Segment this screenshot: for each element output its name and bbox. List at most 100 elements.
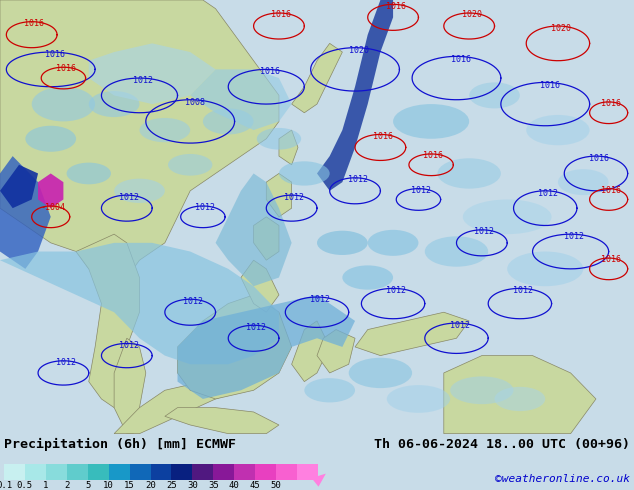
Text: 1016: 1016 bbox=[451, 55, 471, 64]
Text: 1016: 1016 bbox=[424, 151, 443, 160]
Bar bbox=[87, 464, 108, 480]
Text: 1016: 1016 bbox=[373, 132, 393, 141]
Text: 1008: 1008 bbox=[184, 98, 205, 107]
Text: 1012: 1012 bbox=[183, 296, 203, 306]
Ellipse shape bbox=[304, 378, 355, 402]
Text: 1016: 1016 bbox=[600, 255, 621, 264]
Polygon shape bbox=[0, 243, 279, 364]
Text: 1020: 1020 bbox=[551, 24, 571, 33]
Text: 1012: 1012 bbox=[386, 286, 406, 295]
Polygon shape bbox=[292, 321, 330, 382]
Bar bbox=[256, 464, 276, 480]
Text: ©weatheronline.co.uk: ©weatheronline.co.uk bbox=[495, 474, 630, 484]
Text: 45: 45 bbox=[250, 481, 261, 490]
Polygon shape bbox=[317, 0, 393, 191]
Polygon shape bbox=[216, 173, 292, 286]
Bar bbox=[213, 464, 235, 480]
Polygon shape bbox=[114, 373, 241, 434]
Ellipse shape bbox=[67, 163, 111, 184]
Text: 1012: 1012 bbox=[411, 186, 430, 195]
Ellipse shape bbox=[495, 387, 545, 411]
Polygon shape bbox=[38, 173, 63, 208]
Text: 35: 35 bbox=[208, 481, 219, 490]
Polygon shape bbox=[89, 44, 216, 104]
Ellipse shape bbox=[168, 154, 212, 175]
Text: 1016: 1016 bbox=[600, 186, 621, 195]
Polygon shape bbox=[190, 70, 292, 130]
Text: 1012: 1012 bbox=[513, 286, 533, 295]
Polygon shape bbox=[0, 0, 279, 286]
Bar bbox=[150, 464, 171, 480]
Text: 1012: 1012 bbox=[564, 232, 585, 241]
Bar bbox=[192, 464, 213, 480]
Text: 1016: 1016 bbox=[24, 19, 44, 28]
Polygon shape bbox=[292, 44, 342, 113]
Polygon shape bbox=[279, 130, 298, 165]
Ellipse shape bbox=[114, 179, 165, 203]
Ellipse shape bbox=[139, 118, 190, 142]
Polygon shape bbox=[0, 165, 38, 208]
Ellipse shape bbox=[393, 104, 469, 139]
Ellipse shape bbox=[526, 115, 590, 145]
Ellipse shape bbox=[368, 230, 418, 256]
Polygon shape bbox=[444, 356, 596, 434]
Polygon shape bbox=[254, 217, 279, 260]
Text: -1004: -1004 bbox=[40, 203, 65, 212]
Text: 1: 1 bbox=[43, 481, 49, 490]
Text: 5: 5 bbox=[85, 481, 91, 490]
Text: 1012: 1012 bbox=[246, 323, 266, 332]
Bar bbox=[46, 464, 67, 480]
Text: 15: 15 bbox=[124, 481, 135, 490]
Ellipse shape bbox=[342, 266, 393, 290]
Text: 1012: 1012 bbox=[195, 203, 215, 212]
Polygon shape bbox=[266, 173, 292, 217]
Text: 40: 40 bbox=[229, 481, 240, 490]
Polygon shape bbox=[317, 330, 355, 373]
Bar bbox=[108, 464, 129, 480]
Polygon shape bbox=[178, 295, 292, 399]
Ellipse shape bbox=[507, 251, 583, 286]
Text: 0.5: 0.5 bbox=[17, 481, 33, 490]
Ellipse shape bbox=[437, 158, 501, 189]
Ellipse shape bbox=[257, 128, 301, 149]
Text: 50: 50 bbox=[271, 481, 281, 490]
Text: 1012: 1012 bbox=[310, 295, 330, 304]
Ellipse shape bbox=[25, 126, 76, 152]
Ellipse shape bbox=[450, 376, 514, 404]
Text: 1016: 1016 bbox=[45, 50, 65, 59]
Text: 1012: 1012 bbox=[347, 175, 368, 184]
Ellipse shape bbox=[425, 236, 488, 267]
Bar bbox=[297, 464, 318, 480]
Text: 1012: 1012 bbox=[474, 227, 495, 236]
Text: 1016: 1016 bbox=[56, 64, 75, 74]
Ellipse shape bbox=[558, 169, 609, 195]
Text: 1012: 1012 bbox=[538, 189, 559, 198]
Ellipse shape bbox=[349, 358, 412, 388]
Polygon shape bbox=[76, 234, 139, 408]
Text: 10: 10 bbox=[103, 481, 114, 490]
Polygon shape bbox=[355, 312, 469, 356]
Polygon shape bbox=[178, 295, 355, 399]
Text: Th 06-06-2024 18..00 UTC (00+96): Th 06-06-2024 18..00 UTC (00+96) bbox=[374, 438, 630, 451]
Text: 0.1: 0.1 bbox=[0, 481, 12, 490]
Polygon shape bbox=[0, 156, 51, 269]
Polygon shape bbox=[165, 408, 279, 434]
Text: 1016: 1016 bbox=[540, 81, 560, 90]
Bar bbox=[276, 464, 297, 480]
Ellipse shape bbox=[89, 91, 139, 117]
Text: 30: 30 bbox=[187, 481, 198, 490]
Text: 20: 20 bbox=[145, 481, 156, 490]
Text: Precipitation (6h) [mm] ECMWF: Precipitation (6h) [mm] ECMWF bbox=[4, 438, 236, 451]
Text: 1012: 1012 bbox=[119, 193, 139, 201]
Bar bbox=[235, 464, 256, 480]
Text: 1012: 1012 bbox=[133, 76, 153, 85]
Ellipse shape bbox=[32, 87, 95, 122]
Text: 2: 2 bbox=[64, 481, 70, 490]
Ellipse shape bbox=[317, 231, 368, 255]
Text: 1016: 1016 bbox=[385, 2, 406, 11]
Text: 1016: 1016 bbox=[260, 68, 280, 76]
Text: 1012: 1012 bbox=[119, 341, 139, 350]
Text: 1012: 1012 bbox=[450, 321, 470, 330]
Ellipse shape bbox=[469, 82, 520, 108]
Text: 1016: 1016 bbox=[600, 99, 621, 108]
